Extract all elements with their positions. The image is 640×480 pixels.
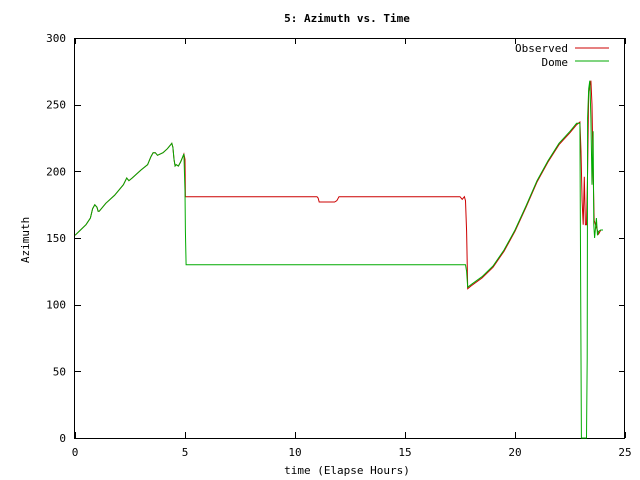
series-layer bbox=[74, 80, 603, 439]
x-tick-label-5: 5 bbox=[182, 446, 189, 459]
legend-label-observed: Observed bbox=[515, 42, 568, 55]
y-tick-label-50: 50 bbox=[53, 365, 66, 378]
y-tick-label-200: 200 bbox=[46, 165, 66, 178]
chart-title: 5: Azimuth vs. Time bbox=[284, 12, 410, 25]
x-tick-label-15: 15 bbox=[398, 446, 411, 459]
y-tick-label-0: 0 bbox=[59, 432, 66, 445]
x-tick-label-20: 20 bbox=[508, 446, 521, 459]
y-tick-label-150: 150 bbox=[46, 232, 66, 245]
y-tick-label-100: 100 bbox=[46, 299, 66, 312]
x-tick-label-10: 10 bbox=[288, 446, 301, 459]
y-tick-label-250: 250 bbox=[46, 99, 66, 112]
x-tick-label-25: 25 bbox=[618, 446, 631, 459]
x-tick-label-0: 0 bbox=[72, 446, 79, 459]
legend: Observed Dome bbox=[515, 42, 609, 69]
y-axis: 0 50 100 150 200 250 300 bbox=[46, 32, 625, 445]
series-line-dome bbox=[74, 80, 603, 439]
x-axis: 0 5 10 15 20 25 bbox=[72, 38, 632, 459]
y-tick-label-300: 300 bbox=[46, 32, 66, 45]
y-axis-label: Azimuth bbox=[19, 217, 32, 263]
x-axis-label: time (Elapse Hours) bbox=[284, 464, 410, 477]
legend-label-dome: Dome bbox=[542, 56, 569, 69]
